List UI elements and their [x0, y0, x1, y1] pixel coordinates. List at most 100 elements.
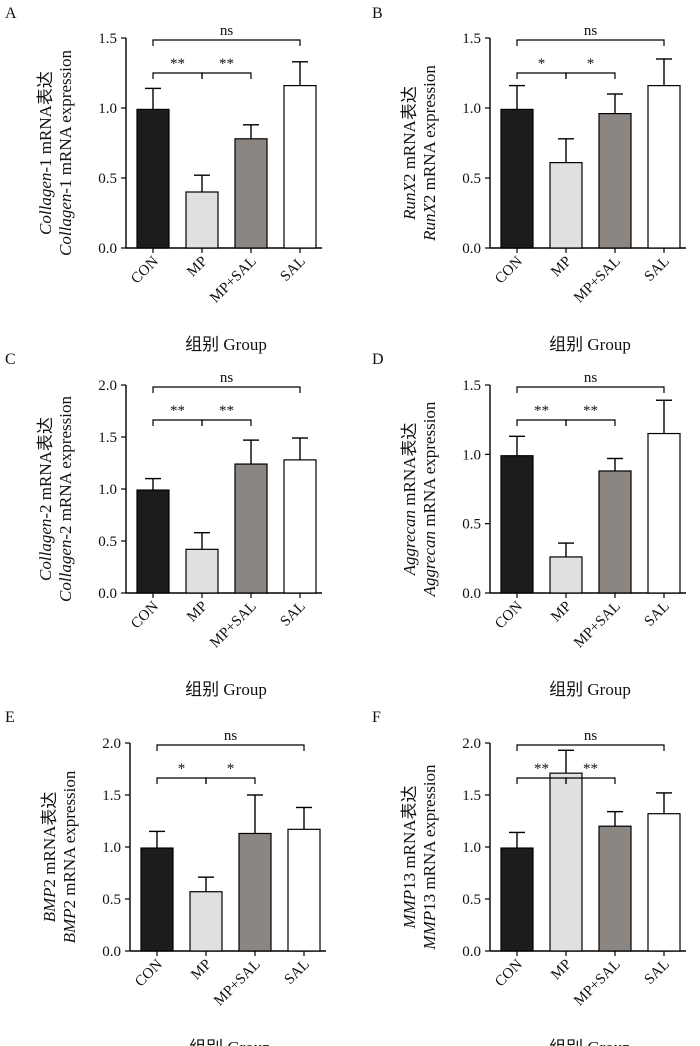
- panel-letter: A: [5, 5, 17, 22]
- bar-sal: [287, 828, 321, 952]
- y-tick-label: 2.0: [102, 736, 121, 752]
- y-tick-label: 1.5: [462, 788, 481, 804]
- y-title-suffix: mRNA expression: [56, 396, 75, 526]
- x-tick-label: SAL: [641, 957, 672, 988]
- bar-con: [500, 455, 534, 594]
- y-title-gene: RunX: [420, 202, 439, 241]
- y-title-suffix: mRNA expression: [420, 401, 439, 531]
- significance-label: **: [170, 56, 185, 72]
- y-tick-label: 1.0: [462, 101, 481, 117]
- significance-label: **: [534, 403, 549, 419]
- y-title-gene: Aggrecan: [420, 531, 439, 597]
- y-tick-label: 0.5: [98, 534, 117, 550]
- significance-label: **: [170, 403, 185, 419]
- y-tick-label: 0.5: [462, 892, 481, 908]
- y-title-gene: MMP: [420, 911, 439, 951]
- significance-bracket: [205, 777, 256, 784]
- significance-bracket: [152, 386, 301, 393]
- y-axis-title-en: BMP2 mRNA expression: [60, 770, 79, 943]
- x-axis-title: 组别 Group: [189, 1038, 271, 1046]
- x-axis-title: 组别 Group: [185, 335, 267, 354]
- bar-sal: [283, 84, 317, 249]
- significance-label: *: [178, 761, 186, 777]
- bar-con: [140, 847, 174, 952]
- significance-label: ns: [584, 23, 598, 39]
- significance-bracket: [565, 777, 616, 784]
- y-axis-title-cn: Collagen-2 mRNA表达: [36, 417, 55, 581]
- y-title-gene: Collagen: [36, 519, 55, 581]
- x-tick-label: CON: [492, 598, 526, 632]
- bar-sal: [283, 459, 317, 594]
- y-axis-title-en: MMP13 mRNA expression: [420, 764, 439, 951]
- y-title-gene: BMP: [60, 908, 79, 943]
- significance-bracket: [152, 39, 301, 46]
- x-tick-label: MP: [548, 254, 575, 281]
- significance-bracket: [152, 72, 203, 79]
- significance-bracket: [156, 777, 207, 784]
- x-tick-label: MP: [548, 957, 575, 984]
- y-tick-label: 1.5: [98, 31, 117, 47]
- significance-bracket: [565, 419, 616, 426]
- significance-bracket: [156, 744, 305, 751]
- bar-sal: [647, 84, 681, 249]
- x-tick-label: MP+SAL: [571, 957, 624, 1010]
- y-tick-label: 1.0: [102, 840, 121, 856]
- y-axis-title-cn: MMP13 mRNA表达: [400, 785, 419, 929]
- significance-label: ns: [220, 23, 234, 39]
- y-tick-label: 1.0: [98, 101, 117, 117]
- bar-mp: [189, 891, 223, 952]
- y-tick-label: 1.0: [98, 482, 117, 498]
- x-tick-label: MP: [188, 957, 215, 984]
- y-axis-title-en: Aggrecan mRNA expression: [420, 401, 439, 597]
- significance-label: ns: [584, 728, 598, 744]
- y-title-gene: BMP: [40, 887, 59, 922]
- y-tick-label: 2.0: [462, 736, 481, 752]
- bar-con: [136, 108, 170, 249]
- x-tick-label: CON: [128, 598, 162, 632]
- x-tick-label: SAL: [641, 599, 672, 630]
- y-title-gene-tail: 2: [420, 195, 439, 204]
- y-title-gene: MMP: [400, 890, 419, 930]
- significance-label: **: [583, 761, 598, 777]
- significance-bracket: [516, 419, 567, 426]
- significance-label: *: [587, 56, 595, 72]
- x-tick-label: MP+SAL: [211, 957, 264, 1010]
- panel-letter: E: [5, 709, 15, 726]
- x-tick-label: MP+SAL: [207, 599, 260, 652]
- panel-letter: F: [372, 709, 381, 726]
- y-tick-label: 1.5: [102, 788, 121, 804]
- bar-con: [500, 108, 534, 249]
- bar-mp: [185, 191, 219, 249]
- x-tick-label: MP: [184, 599, 211, 626]
- x-tick-label: MP+SAL: [571, 599, 624, 652]
- y-title-gene: Aggrecan: [400, 510, 419, 576]
- y-title-suffix: mRNA expression: [56, 50, 75, 180]
- significance-bracket: [516, 39, 665, 46]
- bar-mp-sal: [238, 832, 272, 952]
- y-title-gene: RunX: [400, 181, 419, 220]
- y-title-gene-tail: 2: [40, 879, 59, 888]
- y-tick-label: 0.5: [98, 171, 117, 187]
- significance-label: ns: [220, 370, 234, 386]
- y-title-gene: Collagen: [56, 194, 75, 256]
- panel-letter: B: [372, 5, 383, 22]
- y-tick-label: 0.5: [462, 517, 481, 533]
- y-title-gene-tail: 13: [400, 873, 419, 890]
- y-tick-label: 0.0: [462, 586, 481, 602]
- y-tick-label: 0.0: [462, 944, 481, 960]
- significance-label: *: [227, 761, 235, 777]
- bar-mp-sal: [234, 463, 268, 594]
- y-tick-label: 1.0: [462, 447, 481, 463]
- x-tick-label: CON: [492, 253, 526, 287]
- y-title-gene: Collagen: [56, 540, 75, 602]
- x-tick-label: MP: [184, 254, 211, 281]
- y-title-gene-tail: -2: [36, 504, 55, 518]
- y-tick-label: 2.0: [98, 378, 117, 394]
- significance-bracket: [565, 72, 616, 79]
